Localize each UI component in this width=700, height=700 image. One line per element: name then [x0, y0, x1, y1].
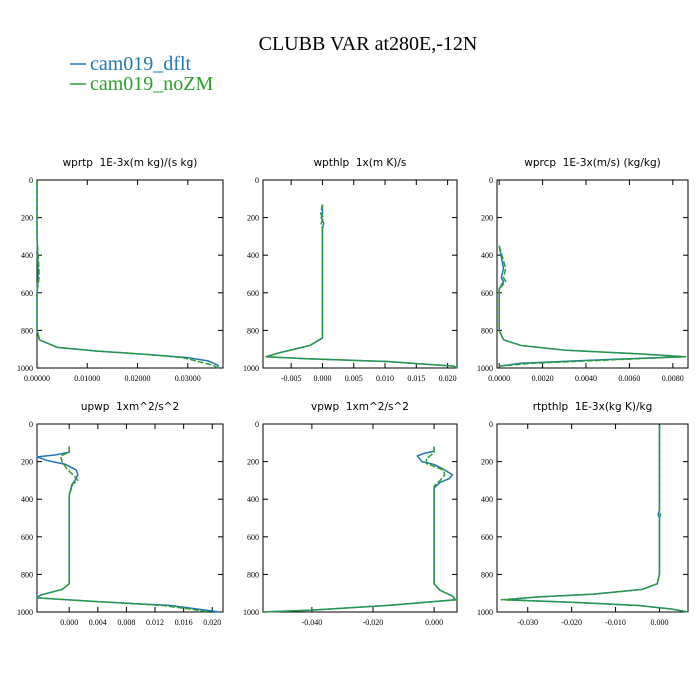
x-tick-label: 0.005: [345, 374, 363, 383]
x-tick-label: -0.005: [281, 374, 302, 383]
y-tick-label: 1000: [243, 364, 259, 373]
x-tick-label: 0.000: [650, 618, 668, 627]
x-tick-label: -0.020: [363, 618, 384, 627]
series-line-cam019_dflt: [36, 180, 219, 368]
y-tick-label: 600: [21, 533, 33, 542]
y-tick-label: 1000: [477, 364, 493, 373]
y-tick-label: 600: [481, 533, 493, 542]
y-tick-label: 400: [21, 251, 33, 260]
panel-2: wpthlp 1x(m K)/s 0 200 400 600 800 1000 -0.005 0…: [243, 157, 458, 383]
y-tick-label: 800: [21, 570, 33, 579]
x-tick-label: -0.020: [561, 618, 582, 627]
x-tick-label: 0.020: [439, 374, 457, 383]
y-tick-label: 0: [255, 420, 259, 429]
series-line-cam019_noZM: [36, 180, 219, 369]
x-tick-label: 0.000: [60, 618, 78, 627]
x-tick-label: 0.015: [407, 374, 425, 383]
x-tick-label: 0.01000: [74, 374, 100, 383]
y-tick-label: 800: [21, 326, 33, 335]
y-tick-label: 800: [481, 570, 493, 579]
x-tick-label: 0.010: [376, 374, 394, 383]
series-line-cam019_dflt: [498, 245, 685, 367]
x-tick-label: 0.004: [89, 618, 107, 627]
y-tick-label: 600: [247, 289, 259, 298]
y-tick-label: 1000: [243, 608, 259, 617]
y-tick-label: 800: [481, 326, 493, 335]
series-line-cam019_noZM: [498, 245, 687, 367]
plot-frame: [496, 179, 689, 369]
panel-title: upwp 1xm^2/s^2: [81, 401, 179, 413]
legend-label-dflt: cam019_dflt: [90, 53, 192, 75]
y-tick-label: 200: [481, 458, 493, 467]
plot-frame: [262, 179, 458, 369]
panel-title: rtpthlp 1E-3x(kg K)/kg: [533, 401, 653, 413]
x-tick-label: 0.000: [425, 618, 443, 627]
series-line-cam019_noZM: [265, 204, 458, 369]
y-tick-label: 1000: [17, 608, 33, 617]
panel-title: vpwp 1xm^2/s^2: [311, 401, 409, 413]
x-tick-label: -0.030: [517, 618, 538, 627]
y-tick-label: 400: [247, 495, 259, 504]
plot-frame: [36, 179, 224, 369]
y-tick-label: 200: [247, 458, 259, 467]
series-line-cam019_dflt: [262, 446, 457, 613]
x-tick-label: 0.0080: [662, 374, 684, 383]
y-tick-label: 200: [247, 214, 259, 223]
figure-title: CLUBB VAR at280E,-12N: [259, 33, 478, 55]
panel-1: wprtp 1E-3x(m kg)/(s kg) 0 200 400 600 800 100…: [17, 157, 224, 383]
y-tick-label: 600: [21, 289, 33, 298]
y-tick-label: 400: [481, 251, 493, 260]
y-tick-label: 400: [247, 251, 259, 260]
legend-label-nozm: cam019_noZM: [90, 73, 214, 95]
panel-5: vpwp 1xm^2/s^2 0 200 400 600 800 1000 -0.040 -0.…: [243, 401, 458, 627]
x-tick-label: 0.00000: [24, 374, 50, 383]
y-tick-label: 800: [247, 570, 259, 579]
y-tick-label: 0: [489, 176, 493, 185]
chart-panels: wprtp 1E-3x(m kg)/(s kg) 0 200 400 600 800 100…: [17, 157, 689, 627]
x-tick-label: 0.020: [203, 618, 221, 627]
plot-frame: [262, 423, 458, 613]
x-tick-label: 0.016: [175, 618, 193, 627]
panel-title: wpthlp 1x(m K)/s: [314, 157, 407, 169]
y-tick-label: 600: [247, 533, 259, 542]
panel-4: upwp 1xm^2/s^2 0 200 400 600 800 1000 0.000 0.00…: [17, 401, 224, 627]
panel-6: rtpthlp 1E-3x(kg K)/kg 0 200 400 600 800 1000 -…: [477, 401, 689, 627]
x-tick-label: 0.0060: [618, 374, 640, 383]
y-tick-label: 1000: [477, 608, 493, 617]
y-tick-label: 200: [21, 458, 33, 467]
y-tick-label: 1000: [17, 364, 33, 373]
y-tick-label: 400: [481, 495, 493, 504]
panel-title: wprtp 1E-3x(m kg)/(s kg): [63, 157, 198, 169]
series-line-cam019_noZM: [262, 446, 458, 613]
panel-3: wprcp 1E-3x(m/s) (kg/kg) 0 200 400 600 800 100…: [477, 157, 689, 383]
y-tick-label: 0: [255, 176, 259, 185]
x-tick-label: 0.008: [117, 618, 135, 627]
panel-title: wprcp 1E-3x(m/s) (kg/kg): [524, 157, 660, 169]
y-tick-label: 600: [481, 289, 493, 298]
y-tick-label: 0: [489, 420, 493, 429]
y-tick-label: 200: [21, 214, 33, 223]
plot-frame: [496, 423, 689, 613]
series-line-cam019_noZM: [36, 446, 209, 613]
x-tick-label: 0.02000: [125, 374, 151, 383]
y-tick-label: 0: [29, 176, 33, 185]
series-line-cam019_noZM: [500, 424, 689, 613]
y-tick-label: 0: [29, 420, 33, 429]
y-tick-label: 200: [481, 214, 493, 223]
x-tick-label: 0.012: [146, 618, 164, 627]
plot-frame: [36, 423, 224, 613]
x-tick-label: 0.0040: [575, 374, 597, 383]
x-tick-label: -0.040: [302, 618, 323, 627]
y-tick-label: 800: [247, 326, 259, 335]
series-line-cam019_dflt: [265, 204, 458, 369]
y-tick-label: 400: [21, 495, 33, 504]
x-tick-label: 0.0000: [488, 374, 510, 383]
x-tick-label: 0.0020: [532, 374, 554, 383]
x-tick-label: 0.03000: [175, 374, 201, 383]
x-tick-label: 0.000: [313, 374, 331, 383]
legend: cam019_dflt cam019_noZM: [70, 53, 214, 95]
series-line-cam019_dflt: [505, 424, 689, 613]
x-tick-label: -0.010: [605, 618, 626, 627]
